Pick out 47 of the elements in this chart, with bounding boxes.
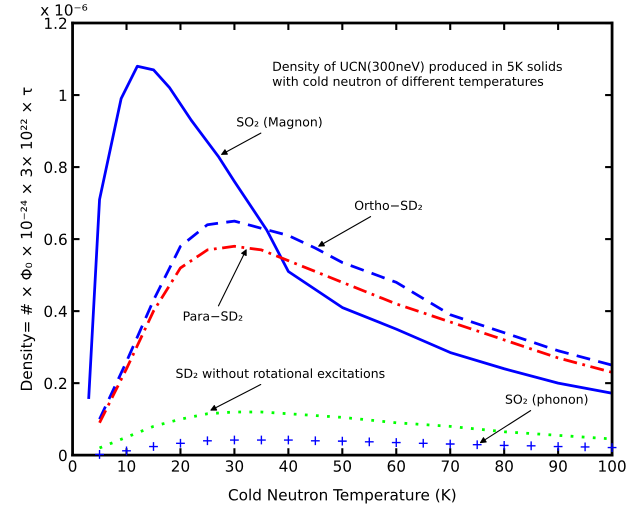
point	[337, 436, 348, 446]
y-tick-label: 0.8	[44, 162, 67, 174]
point	[553, 441, 564, 452]
y-tick-label: 0.6	[44, 234, 67, 246]
y-axis-title: Density= # × Φ₀ × 10⁻²⁴ × 3× 10²² × τ	[20, 87, 36, 390]
point	[445, 438, 456, 450]
x-tick-label: 90	[549, 460, 567, 472]
point	[526, 440, 536, 451]
y-tick-label: 0	[58, 450, 67, 462]
annotation: SO₂ (phonon)	[506, 394, 588, 406]
text: x 10⁻⁶	[40, 4, 88, 16]
x-axis-title: Cold Neutron Temperature (K)	[228, 488, 456, 504]
point	[175, 438, 186, 448]
point	[256, 434, 266, 446]
x-tick-label: 20	[172, 460, 190, 472]
x-tick-label: 80	[495, 460, 513, 472]
annotation: Ortho−SD₂	[354, 200, 422, 210]
annotation: Para−SD₂	[184, 311, 242, 321]
x-tick-label: 10	[118, 460, 136, 472]
y-tick-label: 0.2	[44, 378, 66, 390]
point	[202, 436, 213, 446]
point	[606, 442, 618, 453]
x-tick-label: 30	[226, 460, 244, 472]
x-tick-label: 40	[279, 460, 298, 472]
x-tick-label: 60	[388, 460, 405, 472]
point	[310, 436, 320, 446]
y-tick-label: 1	[60, 90, 66, 101]
point	[499, 440, 510, 451]
point	[94, 449, 105, 460]
x-tick-label: 100	[599, 460, 626, 472]
x-tick-label: 0	[68, 460, 76, 472]
point	[472, 440, 482, 450]
annotation: SO₂ (Magnon)	[237, 116, 322, 129]
point	[121, 446, 132, 456]
y-tick-label: 0.4	[44, 306, 67, 318]
x-tick-label: 50	[334, 460, 352, 472]
annotation: Density of UCN(300neV) produced in 5K solids with cold neutron of different temperatures	[272, 61, 562, 88]
point	[283, 434, 294, 446]
point	[580, 442, 590, 452]
point	[364, 436, 374, 447]
point	[229, 434, 240, 446]
y-tick-label: 1.2	[45, 18, 66, 29]
point	[391, 437, 402, 448]
point	[148, 441, 159, 452]
annotation: SD₂ without rotational excitations	[176, 368, 385, 378]
x-tick-label: 70	[442, 460, 459, 472]
point	[418, 438, 428, 448]
